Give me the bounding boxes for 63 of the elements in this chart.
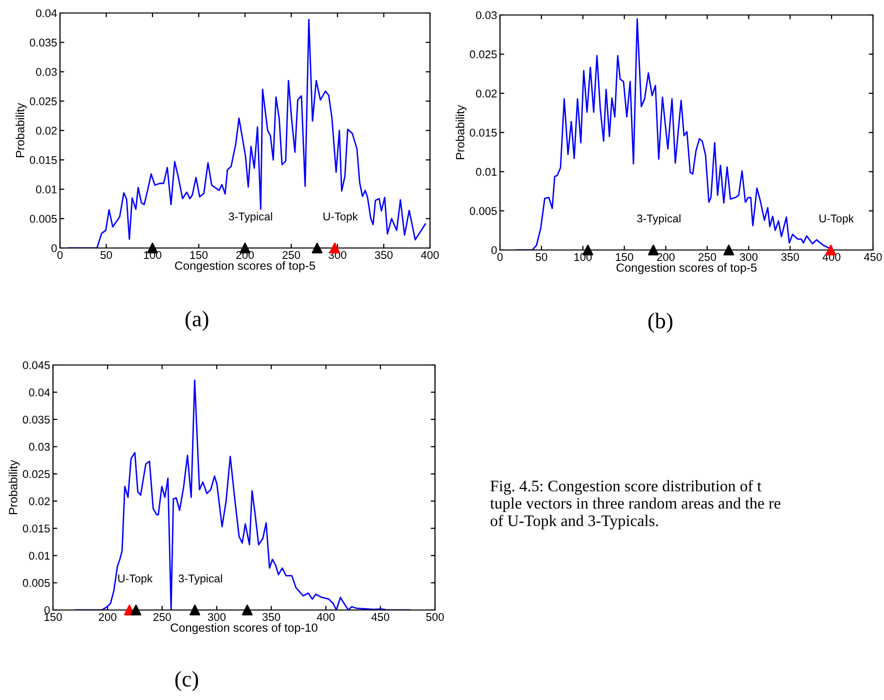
y-axis-title: Probability [456,104,467,160]
x-tick-label: 0 [57,251,63,259]
y-tick-label: 0.04 [29,388,50,396]
y-tick-label: 0.015 [30,156,57,164]
x-axis-title: Congestion scores of top-10 [170,623,318,634]
x-tick-label: 300 [208,613,226,621]
x-tick-label: 300 [740,253,758,261]
y-tick-label: 0.005 [470,207,497,215]
y-tick-label: 0.025 [22,470,50,478]
x-tick-label: 200 [657,253,675,261]
x-tick-label: 350 [781,253,799,261]
annotation: U-Topk [820,214,854,225]
x-tick-label: 450 [864,253,882,261]
x-tick-label: 150 [190,251,208,259]
caption: Fig. 4.5: Congestion score distribution of t tuple vectors in three random areas and the re of U-Topk and 3-Typicals. [490,480,780,530]
annotation: 3-Typical [637,214,680,225]
x-tick-label: 350 [262,613,280,621]
x-tick-label: 0 [497,253,503,261]
y-tick-label: 0.045 [22,361,50,370]
text: (a) [186,310,208,331]
y-tick-label: 0.02 [476,90,497,98]
x-tick-label: 400 [316,613,335,621]
y-tick-label: 0.015 [22,524,50,532]
y-tick-label: 0 [51,244,57,252]
x-tick-label: 50 [536,253,548,261]
x-tick-label: 150 [44,613,62,621]
annotation: 3-Typical [228,212,272,223]
y-axis-title: Probability [8,460,20,514]
x-tick-label: 350 [374,251,393,259]
y-tick-label: 0.025 [30,97,57,106]
y-tick-label: 0.03 [36,68,57,76]
y-tick-label: 0.02 [36,126,57,135]
annotation: 3-Typical [178,574,222,585]
y-tick-label: 0.03 [476,11,497,20]
x-tick-label: 450 [371,613,390,621]
x-tick-label: 250 [698,253,716,261]
x-tick-label: 250 [153,613,171,621]
y-tick-label: 0.005 [30,214,57,223]
x-tick-label: 200 [98,613,116,621]
y-tick-label: 0 [44,606,50,614]
x-axis-title: Congestion scores of top-5 [616,263,757,274]
text: (c) [175,670,198,692]
annotation: U-Topk [324,212,358,223]
y-axis-title: Probability [16,102,27,158]
y-tick-label: 0.005 [22,579,50,587]
text: (b) [648,312,672,333]
y-tick-label: 0.035 [22,416,50,424]
y-tick-label: 0.01 [29,552,50,560]
y-tick-label: 0.035 [30,38,57,47]
y-tick-label: 0.025 [470,50,497,58]
y-tick-label: 0.04 [36,9,57,18]
y-tick-label: 0.01 [476,168,497,176]
annotation: U-Topk [118,574,153,585]
x-axis-title: Congestion scores of top-5 [175,261,316,272]
x-tick-label: 250 [282,251,300,259]
x-tick-label: 150 [616,253,634,261]
y-tick-label: 0.01 [36,186,57,194]
y-tick-label: 0.02 [29,497,50,506]
x-tick-label: 50 [100,251,112,259]
x-tick-label: 400 [420,251,439,259]
y-tick-label: 0.015 [470,128,497,137]
y-tick-label: 0.03 [29,442,50,451]
x-tick-label: 500 [426,613,444,621]
